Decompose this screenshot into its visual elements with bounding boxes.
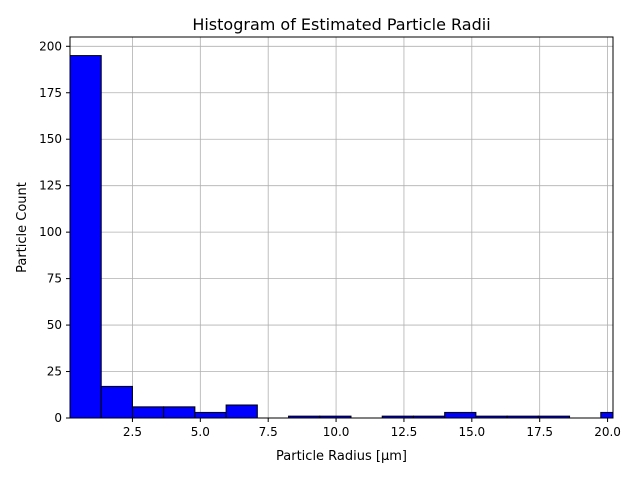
histogram-bar-3 — [131, 406, 165, 418]
x-tick-label: 17.5 — [526, 425, 553, 439]
y-tick-label: 125 — [39, 179, 62, 193]
histogram-bar-2 — [100, 385, 133, 418]
x-axis-ticks: 2.5 5.0 7.5 10.0 12.5 15.0 17.5 20.0 — [123, 418, 621, 439]
histogram-bar-4 — [163, 406, 196, 418]
x-tick-label: 15.0 — [458, 425, 485, 439]
y-tick-label: 50 — [47, 318, 62, 332]
x-tick-label: 20.0 — [594, 425, 621, 439]
x-tick-label: 5.0 — [191, 425, 210, 439]
y-tick-label: 25 — [47, 365, 62, 379]
histogram-bar-18 — [600, 411, 613, 418]
plot-frame — [69, 36, 614, 419]
histogram-bar-5 — [194, 411, 227, 418]
y-tick-label: 150 — [39, 132, 62, 146]
x-axis-label: Particle Radius [μm] — [276, 449, 407, 464]
histogram-bars — [70, 55, 613, 418]
x-tick-label: 12.5 — [391, 425, 418, 439]
y-axis-ticks: 0 25 50 75 100 125 150 175 200 — [39, 39, 70, 425]
x-tick-label: 2.5 — [123, 425, 142, 439]
y-tick-label: 175 — [39, 86, 62, 100]
y-axis-label: Particle Count — [15, 182, 30, 273]
histogram-bar-1 — [70, 55, 102, 418]
y-tick-label: 200 — [39, 39, 62, 53]
histogram-bar-6 — [225, 404, 258, 418]
chart-title: Histogram of Estimated Particle Radii — [192, 15, 490, 34]
x-tick-label: 7.5 — [259, 425, 278, 439]
y-tick-label: 0 — [54, 411, 62, 425]
y-tick-label: 100 — [39, 225, 62, 239]
y-tick-label: 75 — [47, 272, 62, 286]
histogram-bar-13 — [444, 411, 477, 418]
x-tick-label: 10.0 — [323, 425, 350, 439]
